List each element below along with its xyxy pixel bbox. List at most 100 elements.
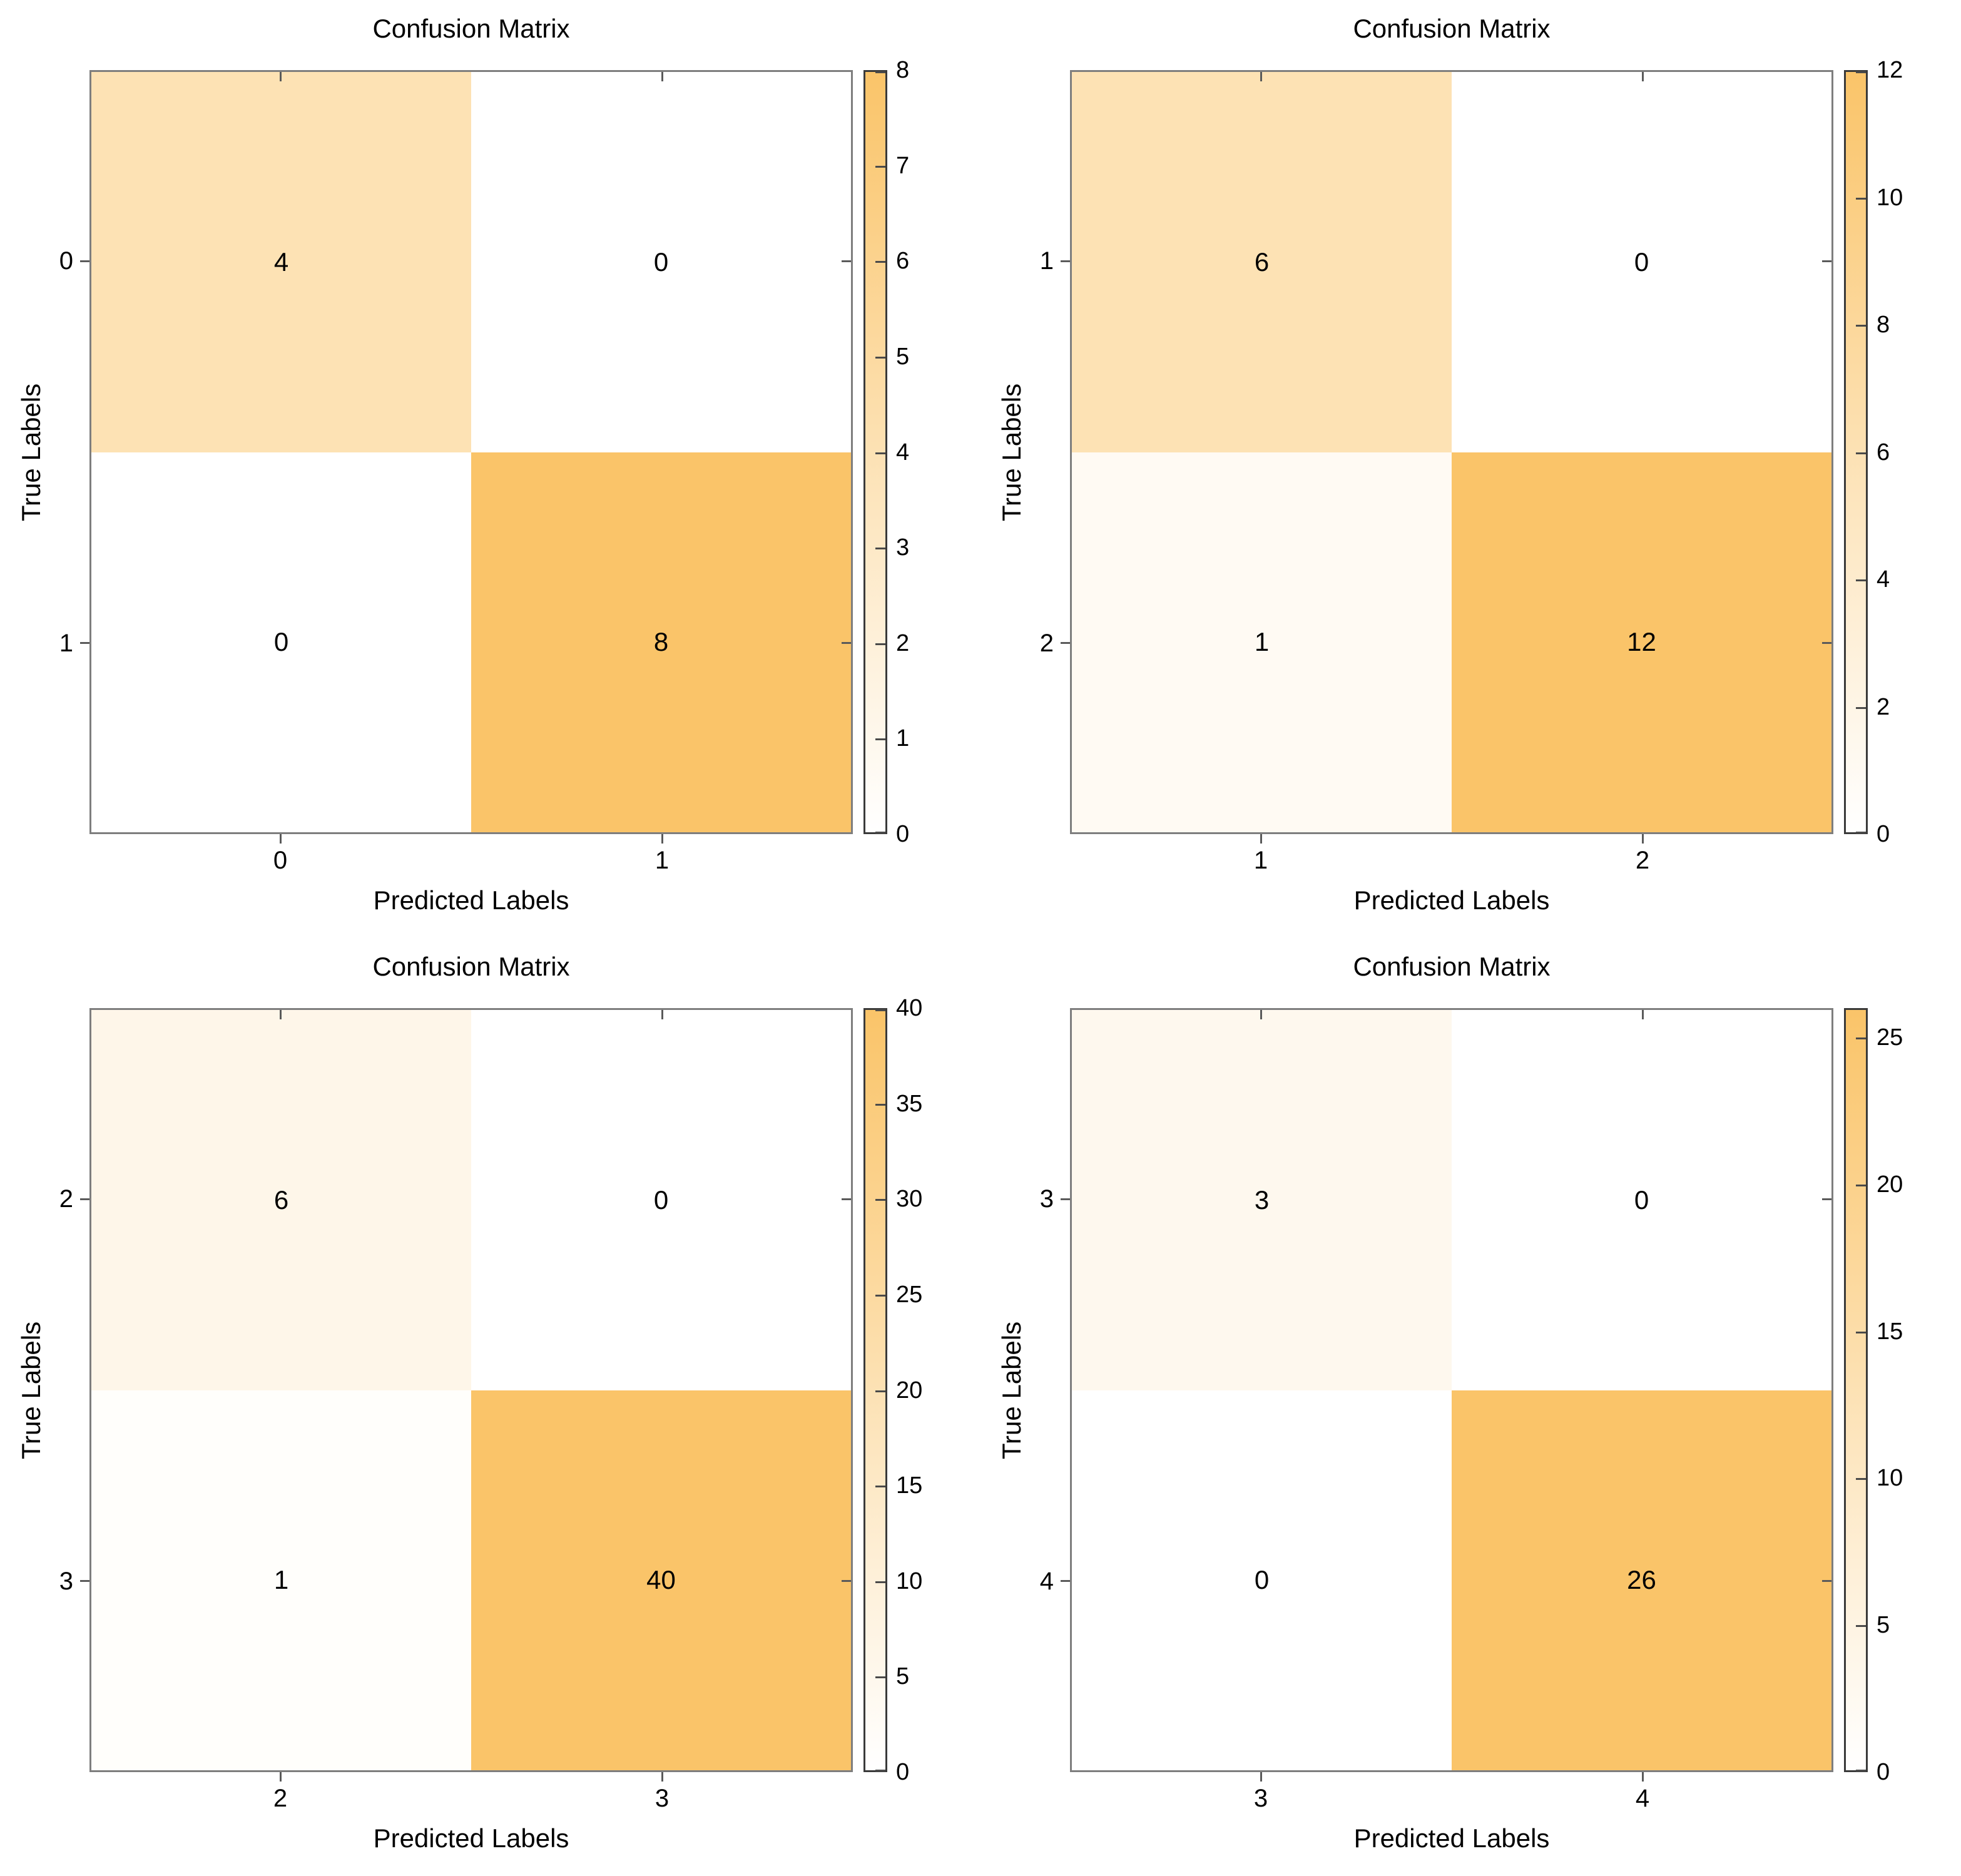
colorbar-tick-mark xyxy=(1856,1037,1866,1039)
colorbar-tick-label: 0 xyxy=(1877,821,1890,847)
right-tick-mark xyxy=(1822,642,1831,645)
top-tick-mark xyxy=(661,1010,663,1019)
colorbar-tick-label: 4 xyxy=(1877,566,1890,593)
colorbar-tick-label: 15 xyxy=(896,1472,923,1499)
colorbar-tick-label: 3 xyxy=(896,534,910,561)
colorbar-tick-mark xyxy=(875,1390,885,1392)
colorbar-tick-mark xyxy=(875,1581,885,1583)
colorbar-tick-mark xyxy=(1856,1184,1866,1186)
y-tick-mark xyxy=(80,1198,89,1200)
colorbar-tick-label: 2 xyxy=(1877,693,1890,720)
colorbar-tick-label: 1 xyxy=(896,725,910,752)
cell-value: 3 xyxy=(1254,1185,1270,1215)
y-tick-mark xyxy=(80,642,89,645)
colorbar-tick-mark xyxy=(875,643,885,645)
x-axis-label: Predicted Labels xyxy=(373,885,569,915)
colorbar-tick-label: 5 xyxy=(896,343,910,370)
panel-title: Confusion Matrix xyxy=(1353,952,1551,981)
colorbar-tick-mark xyxy=(875,832,885,833)
heatmap-cell: 0 xyxy=(1452,1010,1831,1390)
colorbar-tick-mark xyxy=(1856,1331,1866,1333)
plot-area: 6 0 1 12 xyxy=(1070,70,1833,834)
x-axis-label: Predicted Labels xyxy=(1353,1823,1550,1853)
y-tick-mark xyxy=(1061,1580,1070,1583)
colorbar-tick-label: 7 xyxy=(896,152,910,179)
top-tick-mark xyxy=(661,72,663,81)
x-tick-mark xyxy=(279,1772,282,1782)
top-tick-mark xyxy=(1641,72,1644,81)
y-tick-mark xyxy=(80,1580,89,1583)
colorbar-tick-label: 5 xyxy=(896,1663,910,1690)
colorbar-tick-mark xyxy=(875,1294,885,1297)
colorbar-tick-mark xyxy=(875,1009,885,1011)
plot-area: 6 0 1 40 xyxy=(89,1008,853,1772)
cell-value: 0 xyxy=(1634,1185,1649,1215)
colorbar-tick-mark xyxy=(1856,706,1866,709)
plot-area: 4 0 0 8 xyxy=(89,70,853,834)
x-tick-label: 1 xyxy=(1253,847,1268,874)
x-tick-label: 1 xyxy=(655,847,670,874)
x-tick-mark xyxy=(1260,1772,1262,1782)
heatmap-cell: 12 xyxy=(1452,452,1831,832)
colorbar-tick-mark xyxy=(875,1770,885,1771)
heatmap-cell: 6 xyxy=(91,1010,471,1390)
colorbar-tick-label: 10 xyxy=(896,1568,923,1594)
y-tick-mark xyxy=(1061,642,1070,645)
colorbar-tick-mark xyxy=(875,71,885,73)
x-tick-label: 3 xyxy=(655,1785,670,1812)
right-tick-mark xyxy=(842,1198,851,1200)
colorbar-tick-label: 35 xyxy=(896,1090,923,1117)
panel-title: Confusion Matrix xyxy=(372,952,570,981)
colorbar-tick-mark xyxy=(1856,1478,1866,1481)
colorbar-tick-label: 15 xyxy=(1877,1318,1903,1345)
cell-value: 0 xyxy=(653,1185,669,1215)
y-tick-label: 0 xyxy=(59,247,73,275)
cell-value: 6 xyxy=(273,1185,289,1215)
y-tick-label: 1 xyxy=(1039,247,1054,275)
colorbar-tick-mark xyxy=(875,165,885,168)
panel-title: Confusion Matrix xyxy=(1353,14,1551,43)
colorbar-tick-mark xyxy=(1856,579,1866,581)
colorbar-tick-label: 20 xyxy=(1877,1171,1903,1198)
colorbar-tick-mark xyxy=(875,261,885,263)
colorbar-tick-mark xyxy=(875,548,885,550)
heatmap-cell: 40 xyxy=(471,1390,851,1770)
x-tick-label: 3 xyxy=(1253,1785,1268,1812)
heatmap-cell: 0 xyxy=(471,72,851,452)
confusion-matrix-panel: Confusion Matrix 3 0 0 26 3 4 3 4 Predicted Label… xyxy=(980,938,1961,1876)
confusion-matrix-panel: Confusion Matrix 4 0 0 8 0 1 0 1 Predicted Labels… xyxy=(0,0,980,938)
colorbar-tick-mark xyxy=(1856,832,1866,833)
y-axis-label: True Labels xyxy=(16,383,46,521)
heatmap-cell: 8 xyxy=(471,452,851,832)
colorbar-tick-mark xyxy=(875,1676,885,1679)
colorbar-tick-label: 25 xyxy=(1877,1024,1903,1051)
colorbar-tick-label: 25 xyxy=(896,1281,923,1308)
x-tick-mark xyxy=(279,834,282,844)
cell-value: 12 xyxy=(1627,627,1656,657)
colorbar-tick-mark xyxy=(1856,197,1866,200)
y-tick-mark xyxy=(1061,1198,1070,1200)
cell-value: 0 xyxy=(1254,1565,1270,1595)
y-axis-label: True Labels xyxy=(16,1321,46,1459)
colorbar-tick-label: 8 xyxy=(896,57,910,83)
colorbar-tick-mark xyxy=(875,1199,885,1201)
x-tick-mark xyxy=(661,834,663,844)
heatmap-cell: 26 xyxy=(1452,1390,1831,1770)
y-tick-label: 4 xyxy=(1039,1567,1054,1595)
right-tick-mark xyxy=(1822,1580,1831,1583)
top-tick-mark xyxy=(279,1010,282,1019)
cell-value: 1 xyxy=(273,1565,289,1595)
cell-value: 0 xyxy=(653,247,669,277)
colorbar xyxy=(1844,1008,1868,1772)
y-tick-mark xyxy=(1061,260,1070,262)
colorbar-tick-mark xyxy=(1856,325,1866,327)
x-tick-label: 0 xyxy=(273,847,288,874)
right-tick-mark xyxy=(842,1580,851,1583)
y-tick-mark xyxy=(80,260,89,262)
heatmap-cell: 0 xyxy=(1072,1390,1452,1770)
colorbar-tick-label: 6 xyxy=(1877,439,1890,466)
colorbar-tick-mark xyxy=(1856,71,1866,73)
heatmap-cell: 0 xyxy=(91,452,471,832)
colorbar-tick-mark xyxy=(1856,1625,1866,1628)
